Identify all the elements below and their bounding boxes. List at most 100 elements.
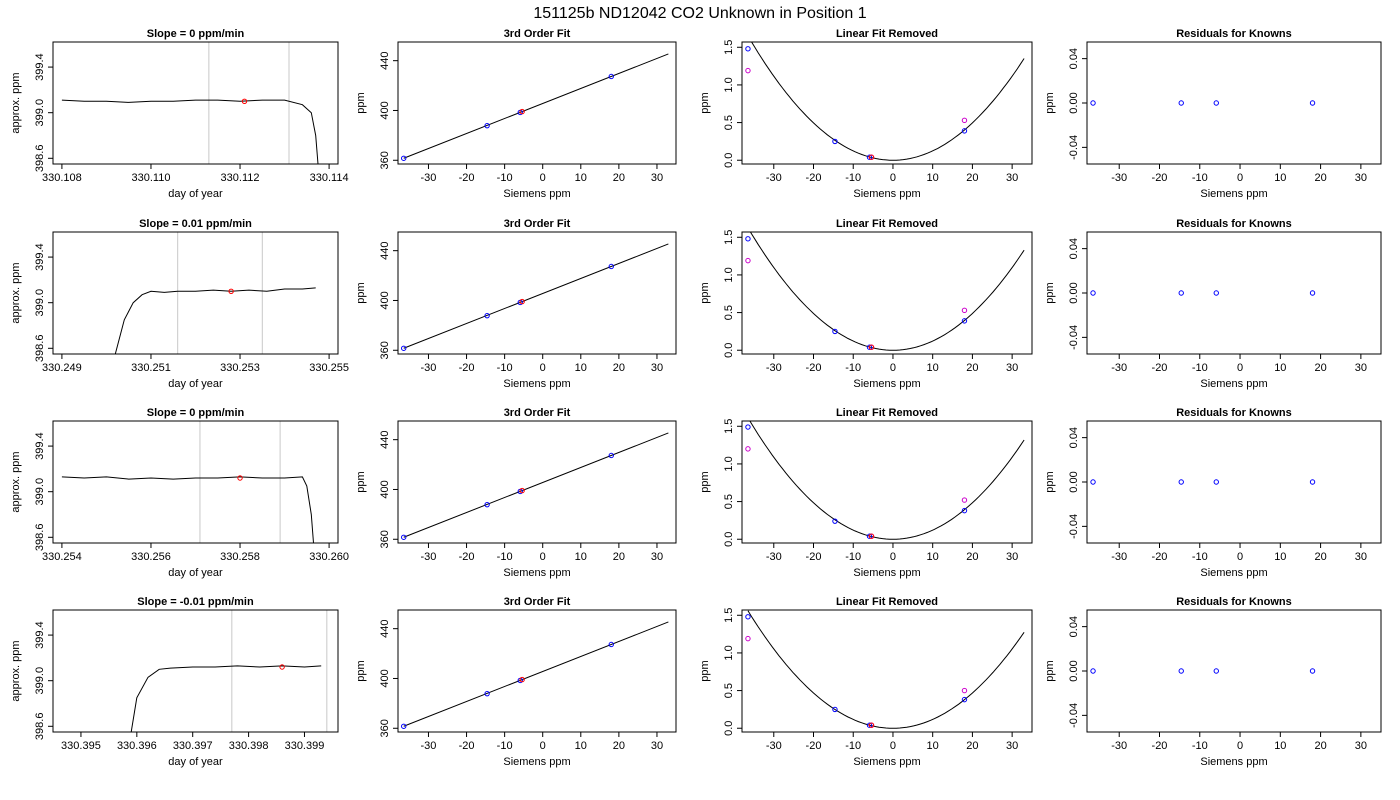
x-axis-label: day of year xyxy=(168,378,223,390)
panel-title: Linear Fit Removed xyxy=(836,407,938,419)
y-axis-label: approx. ppm xyxy=(10,640,22,701)
plot-area xyxy=(61,98,319,164)
x-tick-label: -30 xyxy=(1111,740,1127,752)
panel-title: Slope = -0.01 ppm/min xyxy=(137,596,254,608)
x-tick-label: 0 xyxy=(540,551,546,563)
panel-13: Slope = -0.01 ppm/min 330.395 330.396 330.3… xyxy=(10,596,339,768)
y-axis-label: ppm xyxy=(1044,660,1056,681)
x-tick-label: 30 xyxy=(1006,172,1018,184)
panel-title: Linear Fit Removed xyxy=(836,218,938,230)
trace-line xyxy=(130,665,322,732)
y-tick-label: 1.0 xyxy=(723,77,735,92)
x-tick-label: -20 xyxy=(1152,362,1168,374)
panel-15: Linear Fit Removed -30 -20 -10 0 10 20 30 0.0 0.5… xyxy=(699,596,1033,768)
y-tick-label: 399.4 xyxy=(34,53,46,81)
x-tick-label: 330.397 xyxy=(173,740,213,752)
x-axis-label: day of year xyxy=(168,756,223,768)
y-tick-label: 0.00 xyxy=(1068,471,1080,492)
y-tick-label: 440 xyxy=(379,430,391,448)
x-tick-label: -10 xyxy=(1192,551,1208,563)
x-axis-label: Siemens ppm xyxy=(853,378,920,390)
x-axis-label: Siemens ppm xyxy=(503,567,570,579)
panel-10: 3rd Order Fit -30 -20 -10 0 10 20 30 360 400 440 Si… xyxy=(355,407,677,579)
panel-3: Linear Fit Removed -30 -20 -10 0 10 20 30 0.0 0.5… xyxy=(699,28,1033,200)
panel-16: Residuals for Knowns -30 -20 -10 0 10 20 30 -0.0… xyxy=(1044,596,1382,768)
plot-area xyxy=(1090,100,1316,106)
y-axis-label: ppm xyxy=(355,471,367,492)
x-tick-label: 20 xyxy=(1314,172,1326,184)
x-tick-label: 10 xyxy=(575,740,587,752)
known-point xyxy=(484,690,490,697)
x-tick-label: 0 xyxy=(540,362,546,374)
fit-line xyxy=(403,432,669,538)
y-tick-label: 400 xyxy=(379,669,391,687)
fit-curve xyxy=(749,421,1025,540)
x-tick-label: -20 xyxy=(1152,551,1168,563)
y-tick-label: 400 xyxy=(379,291,391,309)
x-tick-label: 20 xyxy=(1314,551,1326,563)
panel-title: 3rd Order Fit xyxy=(504,218,571,230)
panel-title: Residuals for Knowns xyxy=(1176,407,1292,419)
x-tick-label: 330.256 xyxy=(131,551,171,563)
x-tick-label: 10 xyxy=(927,740,939,752)
unknown-point xyxy=(868,722,875,728)
y-tick-label: 399.0 xyxy=(34,289,46,317)
y-axis-label: ppm xyxy=(699,471,711,492)
x-tick-label: 330.251 xyxy=(131,362,171,374)
x-tick-label: 10 xyxy=(1274,172,1286,184)
x-tick-label: -30 xyxy=(421,172,437,184)
y-tick-label: 360 xyxy=(379,151,391,169)
x-tick-label: 0 xyxy=(1237,172,1243,184)
x-tick-label: 20 xyxy=(613,740,625,752)
plot-frame xyxy=(52,609,339,733)
x-tick-label: -20 xyxy=(459,740,475,752)
x-tick-label: 30 xyxy=(1355,740,1367,752)
panel-title: 3rd Order Fit xyxy=(504,28,571,40)
known-point xyxy=(608,641,614,648)
known-point xyxy=(401,345,407,351)
plot-frame xyxy=(397,420,677,544)
y-tick-label: 1.5 xyxy=(723,608,735,623)
x-axis-label: Siemens ppm xyxy=(503,378,570,390)
x-axis-label: Siemens ppm xyxy=(1200,188,1267,200)
plot-area xyxy=(745,610,1025,729)
x-tick-label: 330.249 xyxy=(42,362,82,374)
known-point xyxy=(1213,290,1219,296)
x-tick-label: -30 xyxy=(421,740,437,752)
x-tick-label: 30 xyxy=(651,740,663,752)
x-axis-label: Siemens ppm xyxy=(1200,378,1267,390)
x-tick-label: -10 xyxy=(845,362,861,374)
y-tick-label: 399.4 xyxy=(34,621,46,649)
x-axis-label: Siemens ppm xyxy=(853,567,920,579)
y-axis-label: ppm xyxy=(1044,282,1056,303)
raw-point xyxy=(961,687,968,694)
x-tick-label: -30 xyxy=(766,362,782,374)
known-point xyxy=(1178,290,1184,296)
y-tick-label: 0.0 xyxy=(723,343,735,358)
y-tick-label: 398.6 xyxy=(34,713,46,741)
x-tick-label: -10 xyxy=(497,172,513,184)
x-tick-label: -20 xyxy=(1152,172,1168,184)
known-point xyxy=(401,723,407,729)
panel-title: Slope = 0 ppm/min xyxy=(147,28,245,40)
known-point xyxy=(961,128,968,134)
plot-area xyxy=(1090,290,1316,296)
panel-title: Linear Fit Removed xyxy=(836,28,938,40)
panel-title: Linear Fit Removed xyxy=(836,596,938,608)
x-tick-label: 330.110 xyxy=(131,172,170,184)
y-tick-label: 1.5 xyxy=(723,419,735,434)
known-point xyxy=(1213,668,1219,674)
known-point xyxy=(608,73,614,80)
raw-point xyxy=(745,67,751,74)
unknown-point xyxy=(237,475,243,481)
y-tick-label: -0.04 xyxy=(1068,135,1080,160)
fit-line xyxy=(403,53,669,159)
known-point xyxy=(1213,100,1219,106)
known-point xyxy=(1309,290,1316,296)
y-axis-label: ppm xyxy=(699,282,711,303)
x-tick-label: -20 xyxy=(1152,740,1168,752)
plot-area xyxy=(114,287,316,354)
y-tick-label: 0.0 xyxy=(723,153,735,168)
known-point xyxy=(961,507,968,514)
